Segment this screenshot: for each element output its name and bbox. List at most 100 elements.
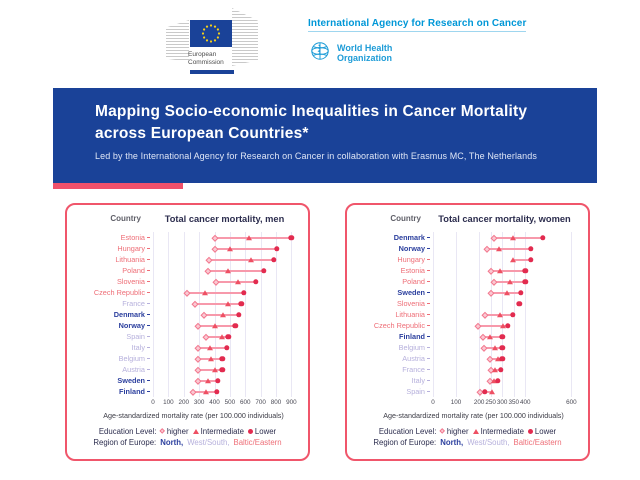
chart-row: Lithuania (75, 254, 300, 265)
marker-higher (487, 267, 494, 274)
chart-row: Denmark (75, 309, 300, 320)
marker-intermediate (224, 300, 231, 306)
marker-intermediate (246, 234, 253, 240)
gridline (433, 331, 434, 342)
gridline (291, 287, 293, 298)
chart-row: Poland (355, 276, 580, 287)
gridline (183, 309, 185, 320)
marker-lower (225, 333, 232, 340)
gridline (199, 254, 201, 265)
x-tick-label: 400 (519, 399, 531, 406)
chart-row: Norway (355, 243, 580, 254)
marker-intermediate (204, 377, 211, 383)
x-tick-label: 800 (270, 399, 282, 406)
education-legend: Education Level: higher Intermediate Lower (355, 427, 580, 436)
gridline (456, 243, 458, 254)
region-west_south: West/South, (467, 438, 510, 447)
legend-item-higher: higher (159, 427, 189, 436)
gridline (153, 232, 154, 243)
marker-lower (241, 289, 247, 296)
gridline (433, 342, 434, 353)
who-logo: World Health Organization (308, 39, 526, 68)
gridline (291, 364, 293, 375)
gridline (456, 276, 458, 287)
marker-higher (191, 300, 198, 307)
marker-intermediate (234, 278, 241, 284)
marker-lower (271, 256, 277, 263)
gridline (291, 309, 293, 320)
gridline (490, 298, 492, 309)
marker-lower (528, 245, 534, 252)
gridline (245, 386, 247, 397)
country-tick (427, 358, 430, 359)
x-axis-ticks: 0 100 200 250 300 350 400 600 (431, 399, 576, 408)
dumbbell-line (198, 368, 223, 371)
chart-row: Finland (355, 331, 580, 342)
marker-intermediate (201, 289, 208, 295)
marker-intermediate (212, 322, 219, 328)
gridline (168, 265, 170, 276)
marker-higher (202, 333, 210, 340)
row-track (153, 331, 296, 342)
country-label: Hungary (397, 255, 425, 264)
gridline (229, 364, 231, 375)
legend-item-label: higher (446, 427, 469, 436)
x-tick-label: 300 (496, 399, 508, 406)
country-label: Slovenia (397, 299, 425, 308)
marker-lower (232, 322, 238, 329)
gridline (183, 342, 185, 353)
country-tick (147, 248, 150, 249)
row-track (153, 232, 296, 243)
country-tick (427, 248, 430, 249)
country-tick (427, 259, 430, 260)
marker-intermediate (500, 322, 507, 328)
ec-sketch-lines-left-icon (166, 20, 189, 62)
gridline (199, 276, 201, 287)
row-track (153, 320, 296, 331)
gridline (513, 353, 515, 364)
gridline (502, 375, 504, 386)
country-label: Norway (118, 321, 145, 330)
chart-row: Italy (355, 375, 580, 386)
legend-item-intermediate: Intermediate (472, 427, 524, 436)
gridline (525, 353, 527, 364)
marker-intermediate (208, 355, 215, 361)
gridline (276, 320, 277, 331)
marker-lower (516, 300, 523, 307)
country-tick (147, 325, 150, 326)
legend-item-label: Lower (534, 427, 557, 436)
row-track (433, 331, 576, 342)
country-label: Denmark (113, 310, 145, 319)
gridline (260, 342, 262, 353)
marker-lower (219, 355, 225, 362)
country-label: Czech Republic (373, 321, 425, 330)
gridline (245, 331, 247, 342)
marker-intermediate (491, 377, 498, 383)
gridline (183, 331, 185, 342)
gridline (502, 386, 504, 397)
gridline (260, 298, 262, 309)
marker-intermediate (509, 256, 516, 262)
gridline (433, 265, 434, 276)
gridline (260, 276, 262, 287)
gridline (183, 254, 185, 265)
country-tick (427, 380, 430, 381)
marker-intermediate (496, 311, 503, 317)
gridline (229, 353, 231, 364)
gridline (490, 254, 492, 265)
gridline (479, 276, 481, 287)
gridline (291, 243, 293, 254)
chart-row: France (355, 364, 580, 375)
country-tick (427, 303, 430, 304)
chart-row: Slovenia (355, 298, 580, 309)
dumbbell-line (209, 258, 274, 261)
marker-lower (214, 388, 220, 395)
country-label: Austria (122, 365, 145, 374)
chart-legend: Education Level: higher Intermediate Lower R… (75, 427, 300, 447)
marker-intermediate (225, 267, 232, 273)
gridline (456, 386, 458, 397)
marker-lower (238, 300, 245, 307)
row-track (433, 375, 576, 386)
row-track (153, 353, 296, 364)
legend-item-intermediate: Intermediate (192, 427, 244, 436)
